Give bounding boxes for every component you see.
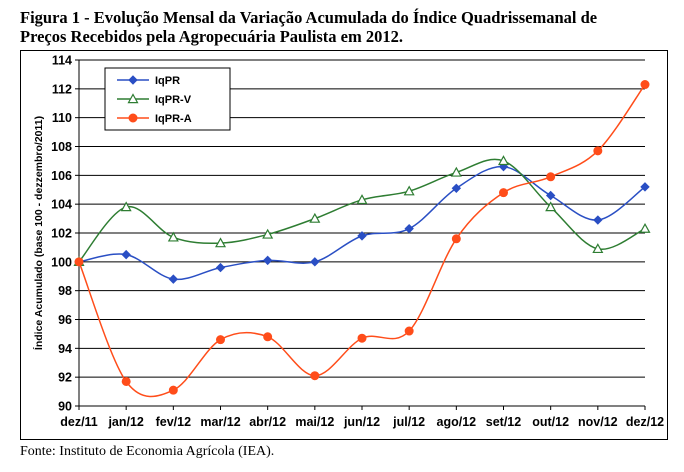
y-tick-label: 100 [51, 255, 72, 269]
x-tick-label: dez/11 [60, 415, 98, 429]
point-iqpr-a [216, 335, 225, 345]
point-iqpr-v [214, 237, 227, 248]
point-iqpr-v [120, 201, 132, 212]
point-iqpr [168, 274, 179, 284]
y-tick-label: 102 [51, 227, 72, 241]
y-tick-label: 92 [58, 371, 72, 385]
point-iqpr-a [74, 257, 84, 267]
chart-frame: 90 92 94 96 98 100 102 104 106 108 110 112 114 dez/11… [20, 50, 668, 440]
point-iqpr-a [593, 146, 603, 156]
legend-label: IqPR-V [155, 94, 192, 106]
point-iqpr [404, 223, 414, 234]
point-iqpr-a [357, 333, 367, 343]
point-iqpr-v [592, 243, 604, 254]
point-iqpr-a [499, 188, 508, 198]
point-iqpr-a [404, 326, 414, 336]
series-line-iqpr [78, 165, 646, 281]
legend-label: IqPR [155, 75, 180, 87]
point-iqpr-v [356, 194, 368, 205]
point-iqpr-v [167, 231, 179, 242]
x-tick-label: fev/12 [156, 415, 191, 429]
figure-title-line1: Figura 1 - Evolução Mensal da Variação A… [20, 8, 598, 27]
point-iqpr-v [450, 166, 462, 177]
legend-marker [127, 93, 139, 104]
y-tick-label: 114 [52, 54, 72, 68]
x-tick-label: out/12 [532, 415, 569, 429]
point-iqpr-v [545, 201, 557, 212]
point-iqpr-v [262, 228, 274, 239]
x-tick-label: mai/12 [295, 415, 334, 429]
point-iqpr-a [640, 80, 650, 90]
x-tick-label: set/12 [486, 415, 521, 429]
y-tick-label: 108 [51, 140, 72, 154]
point-iqpr-v [309, 212, 321, 223]
point-iqpr-a [451, 234, 461, 244]
figure-title-line2: Preços Recebidos pela Agropecuária Pauli… [20, 27, 403, 46]
point-iqpr-a [121, 376, 131, 386]
point-iqpr-v [639, 222, 651, 233]
point-iqpr [215, 262, 226, 273]
point-iqpr-a [168, 385, 178, 395]
point-iqpr-a [310, 371, 320, 381]
x-tick-label: abr/12 [249, 415, 286, 429]
y-tick-label: 90 [58, 400, 72, 414]
x-tick-label: nov/12 [578, 415, 618, 429]
x-tick-label: dez/12 [626, 415, 664, 429]
point-iqpr [262, 255, 273, 266]
source-note: Fonte: Instituto de Economia Agrícola (I… [20, 444, 275, 459]
point-iqpr [545, 190, 556, 201]
y-axis-label: Índice Acumulado (base 100 - dezzembro/2… [32, 116, 45, 350]
y-tick-label: 104 [51, 198, 72, 212]
y-tick-label: 112 [52, 82, 72, 96]
y-tick-label: 98 [58, 284, 72, 298]
point-iqpr [121, 249, 131, 260]
legend-marker [128, 75, 138, 85]
y-tick-label: 106 [51, 169, 72, 183]
y-tick-label: 94 [58, 342, 72, 356]
line-chart: 90 92 94 96 98 100 102 104 106 108 110 112 114 dez/11… [32, 54, 664, 430]
point-iqpr [357, 231, 367, 241]
series-line-iqpr-v [78, 158, 646, 263]
point-iqpr-a [263, 332, 273, 342]
y-tick-label: 110 [52, 111, 72, 125]
x-tick-label: ago/12 [437, 415, 477, 429]
point-iqpr [451, 183, 462, 194]
point-iqpr-a [546, 172, 556, 182]
x-tick-label: mar/12 [200, 415, 240, 429]
x-tick-label: jun/12 [343, 415, 380, 429]
point-iqpr-v [403, 185, 415, 196]
x-tick-label: jan/12 [107, 415, 143, 429]
point-iqpr [640, 182, 650, 192]
legend-marker [128, 113, 138, 123]
x-tick-label: jul/12 [392, 415, 425, 429]
point-iqpr-v [497, 155, 510, 166]
y-tick-label: 96 [58, 313, 72, 327]
legend-label: IqPR-A [155, 113, 192, 125]
point-iqpr [310, 257, 320, 267]
point-iqpr [593, 215, 603, 225]
figure-title: Figura 1 - Evolução Mensal da Variação A… [20, 8, 680, 46]
